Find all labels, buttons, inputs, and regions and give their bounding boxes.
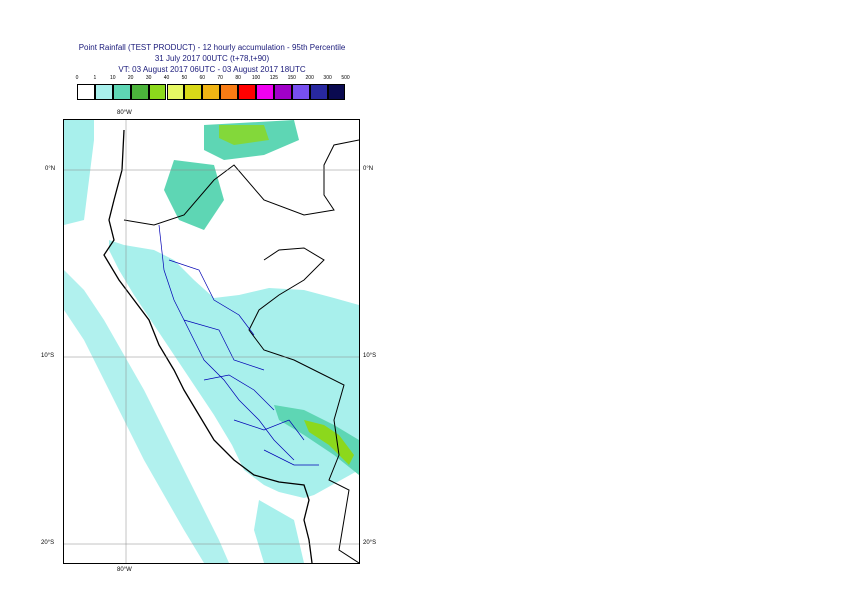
legend-swatch [238,84,256,100]
legend-threshold-label: 150 [287,75,296,81]
admin-boundaries [158,224,319,466]
chart-title: Point Rainfall (TEST PRODUCT) - 12 hourl… [78,43,346,52]
lon-label-top: 80°W [117,110,132,116]
legend-swatch [184,84,203,100]
legend-swatch [77,84,95,100]
legend-swatch [256,84,274,100]
legend-swatch [309,84,328,100]
legend-swatch [202,84,221,100]
legend-threshold-label: 80 [235,75,241,81]
legend-threshold-label: 500 [341,75,350,81]
lon-label-bottom: 80°W [117,567,132,573]
rain-field-light-west [64,120,94,225]
legend-swatch [166,84,185,100]
rain-field-heavy-east [304,420,354,465]
lat-label-0-right: 0°N [363,166,374,172]
rain-field-light [64,120,359,498]
legend-swatch [291,84,310,100]
legend-threshold-label: 60 [199,75,206,81]
legend-swatch [273,84,292,100]
lat-label-0-left: 0°N [45,166,56,172]
rain-field-light-band [64,270,229,563]
national-border-east [248,247,360,564]
national-border-north [123,139,360,226]
legend-threshold-label: 1 [93,75,97,81]
legend-swatch [148,84,167,100]
legend-threshold-label: 125 [269,75,279,81]
coastline [103,129,313,564]
base-time: 31 July 2017 00UTC (t+78,t+90) [154,54,270,63]
validity-time: VT: 03 August 2017 06UTC - 03 August 201… [118,65,306,74]
lat-label-10-right: 10°S [363,353,377,359]
legend-threshold-label: 0 [75,75,79,81]
lat-label-20-right: 20°S [363,540,377,546]
rainfall-map [63,119,360,564]
legend-swatch [130,84,149,100]
rain-field-heavy-north [219,125,269,145]
legend-threshold-label: 30 [145,75,152,81]
legend-swatch [220,84,239,100]
legend-threshold-label: 200 [305,75,314,81]
legend-threshold-label: 10 [110,75,116,81]
legend-threshold-label: 300 [323,75,332,81]
lat-label-10-left: 10°S [41,353,55,359]
lat-label-20-left: 20°S [41,540,55,546]
legend-swatch [112,84,131,100]
map-canvas [64,120,360,564]
legend-swatch [94,84,113,100]
legend-threshold-label: 50 [181,75,188,81]
rain-field-light-sw [254,500,304,563]
rain-field-moderate-andes [164,160,224,230]
legend-threshold-label: 40 [163,75,170,81]
legend-threshold-label: 70 [217,75,223,81]
legend-threshold-label: 100 [251,75,261,81]
legend-swatch [327,84,346,100]
legend-threshold-label: 20 [127,75,134,81]
